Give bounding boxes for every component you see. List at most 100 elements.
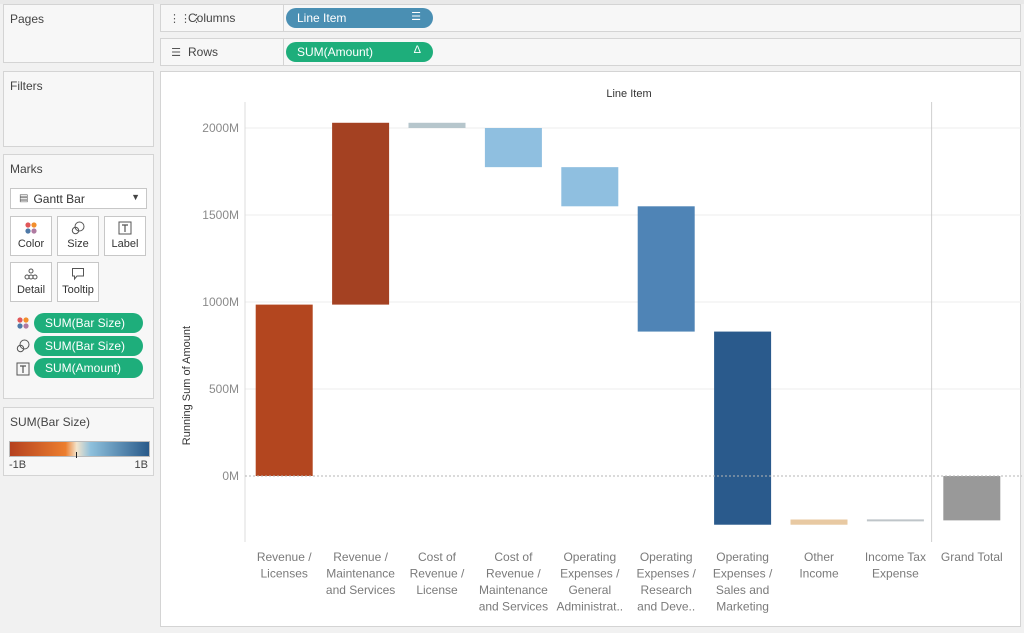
color-field-pill[interactable]: SUM(Bar Size) <box>34 313 143 333</box>
color-field-label: SUM(Bar Size) <box>45 316 126 330</box>
x-tick-label-line: and Deve.. <box>637 600 695 614</box>
sum-amount-pill[interactable]: SUM(Amount) Δ <box>286 42 433 62</box>
line-item-pill[interactable]: Line Item ☰ <box>286 8 433 28</box>
y-tick-label: 1500M <box>202 208 239 222</box>
x-tick-label-line: General <box>568 583 611 597</box>
x-tick-label-line: Revenue / <box>333 550 388 564</box>
sort-descending-icon: ☰ <box>411 11 421 23</box>
bar-1 <box>255 304 313 476</box>
tooltip-button-label: Tooltip <box>62 284 94 296</box>
x-tick-label: Operating Expenses / General Administrat.. <box>556 550 623 614</box>
x-tick-label-line: Other <box>804 550 834 564</box>
x-tick-label: Cost of Revenue / Maintenance and Services <box>479 550 548 614</box>
x-tick-label-line: Administrat.. <box>556 600 623 614</box>
y-tick-label: 500M <box>209 382 239 396</box>
top-strip <box>0 0 1024 4</box>
x-tick-label-line: Income <box>799 567 839 581</box>
x-tick-label-line: and Services <box>479 600 548 614</box>
size-icon <box>16 339 30 353</box>
x-tick-label: Operating Expenses / Research and Deve.. <box>637 550 697 614</box>
x-tick-label: Other Income <box>799 550 839 581</box>
detail-icon <box>11 263 51 283</box>
x-tick-label-line: Maintenance <box>479 583 548 597</box>
mark-type-value: Gantt Bar <box>33 191 85 206</box>
size-field-pill[interactable]: SUM(Bar Size) <box>34 336 143 356</box>
size-button-label: Size <box>67 238 89 250</box>
x-tick-label-line: License <box>416 583 458 597</box>
legend-gradient <box>9 441 150 457</box>
size-field-label: SUM(Bar Size) <box>45 339 126 353</box>
x-tick-label-line: Operating <box>640 550 693 564</box>
x-tick-label-line: Grand Total <box>941 550 1003 564</box>
chevron-down-icon: ▼ <box>131 192 140 202</box>
x-tick-label-line: Expenses / <box>713 567 773 581</box>
x-tick-label: Revenue / Maintenance and Services <box>326 550 395 597</box>
x-tick-label-line: Revenue / <box>257 550 312 564</box>
rows-label-text: Rows <box>188 45 219 59</box>
label-button[interactable]: Label <box>104 216 146 256</box>
pages-title: Pages <box>10 12 45 26</box>
detail-button-label: Detail <box>16 284 46 296</box>
bar-2 <box>332 122 390 305</box>
bar-8 <box>790 519 848 525</box>
x-tick-label-line: Revenue / <box>410 567 465 581</box>
bar-7 <box>714 331 772 525</box>
color-dots-icon <box>11 217 51 237</box>
bar-10 <box>943 476 1001 521</box>
x-tick-label-line: Operating <box>716 550 769 564</box>
pages-panel[interactable]: Pages <box>3 4 154 63</box>
size-icon <box>58 217 98 237</box>
x-tick-label-line: Maintenance <box>326 567 395 581</box>
x-tick-label-line: Marketing <box>716 600 769 614</box>
detail-button[interactable]: Detail <box>10 262 52 302</box>
gantt-bar-icon: ▤ <box>19 193 29 204</box>
size-button[interactable]: Size <box>57 216 99 256</box>
label-field-pill[interactable]: SUM(Amount) <box>34 358 143 378</box>
label-field-label: SUM(Amount) <box>45 361 122 375</box>
bar-3 <box>408 122 466 128</box>
x-tick-label: Operating Expenses / Sales and Marketing <box>713 550 773 614</box>
legend-max-label: 1B <box>134 459 148 471</box>
bar-6 <box>637 206 695 332</box>
sum-amount-pill-label: SUM(Amount) <box>297 45 374 59</box>
columns-shelf[interactable]: ⋮⋮⋮ Columns Line Item ☰ <box>160 4 1021 32</box>
y-tick-label: 2000M <box>202 121 239 135</box>
x-tick-label-line: Sales and <box>716 583 769 597</box>
columns-icon: ⋮⋮⋮ <box>169 12 202 25</box>
x-tick-label-line: Cost of <box>418 550 457 564</box>
x-tick-label-line: Expenses / <box>637 567 697 581</box>
x-tick-label-line: Research <box>641 583 692 597</box>
x-tick-label-line: Cost of <box>494 550 533 564</box>
x-tick-label-line: Operating <box>563 550 616 564</box>
color-legend-panel[interactable]: SUM(Bar Size) -1B 1B <box>3 407 154 476</box>
bar-4 <box>484 128 542 168</box>
color-button[interactable]: Color <box>10 216 52 256</box>
x-tick-label-line: Income Tax <box>865 550 926 564</box>
x-tick-label: Income Tax Expense <box>865 550 926 581</box>
rows-shelf-label: ☰ Rows <box>161 39 284 65</box>
label-icon <box>105 217 145 237</box>
columns-shelf-label: ⋮⋮⋮ Columns <box>161 5 284 31</box>
delta-icon: Δ <box>413 44 421 56</box>
color-button-label: Color <box>17 238 45 250</box>
legend-title: SUM(Bar Size) <box>10 415 91 429</box>
x-tick-label: Cost of Revenue / License <box>410 550 465 597</box>
rows-shelf[interactable]: ☰ Rows SUM(Amount) Δ <box>160 38 1021 66</box>
waterfall-chart: Line Item 0M 500M 1000M 1500M 2000M Running Su… <box>181 88 1022 614</box>
label-icon <box>16 362 30 376</box>
y-axis-title: Running Sum of Amount <box>181 326 193 445</box>
label-button-label: Label <box>111 238 139 250</box>
filters-title: Filters <box>10 79 43 93</box>
x-tick-label-line: and Services <box>326 583 395 597</box>
bar-9 <box>866 519 924 522</box>
x-tick-label-line: Expenses / <box>560 567 620 581</box>
legend-center-tick <box>76 452 77 458</box>
mark-type-dropdown[interactable]: ▤ Gantt Bar ▼ <box>10 188 147 209</box>
tooltip-button[interactable]: Tooltip <box>57 262 99 302</box>
chart-pane[interactable]: Line Item 0M 500M 1000M 1500M 2000M Running Su… <box>160 71 1022 627</box>
filters-panel[interactable]: Filters <box>3 71 154 147</box>
columns-label-text: Columns <box>188 11 236 25</box>
x-tick-label: Revenue / Licenses <box>257 550 312 581</box>
y-tick-label: 1000M <box>202 295 239 309</box>
bar-5 <box>561 167 619 207</box>
